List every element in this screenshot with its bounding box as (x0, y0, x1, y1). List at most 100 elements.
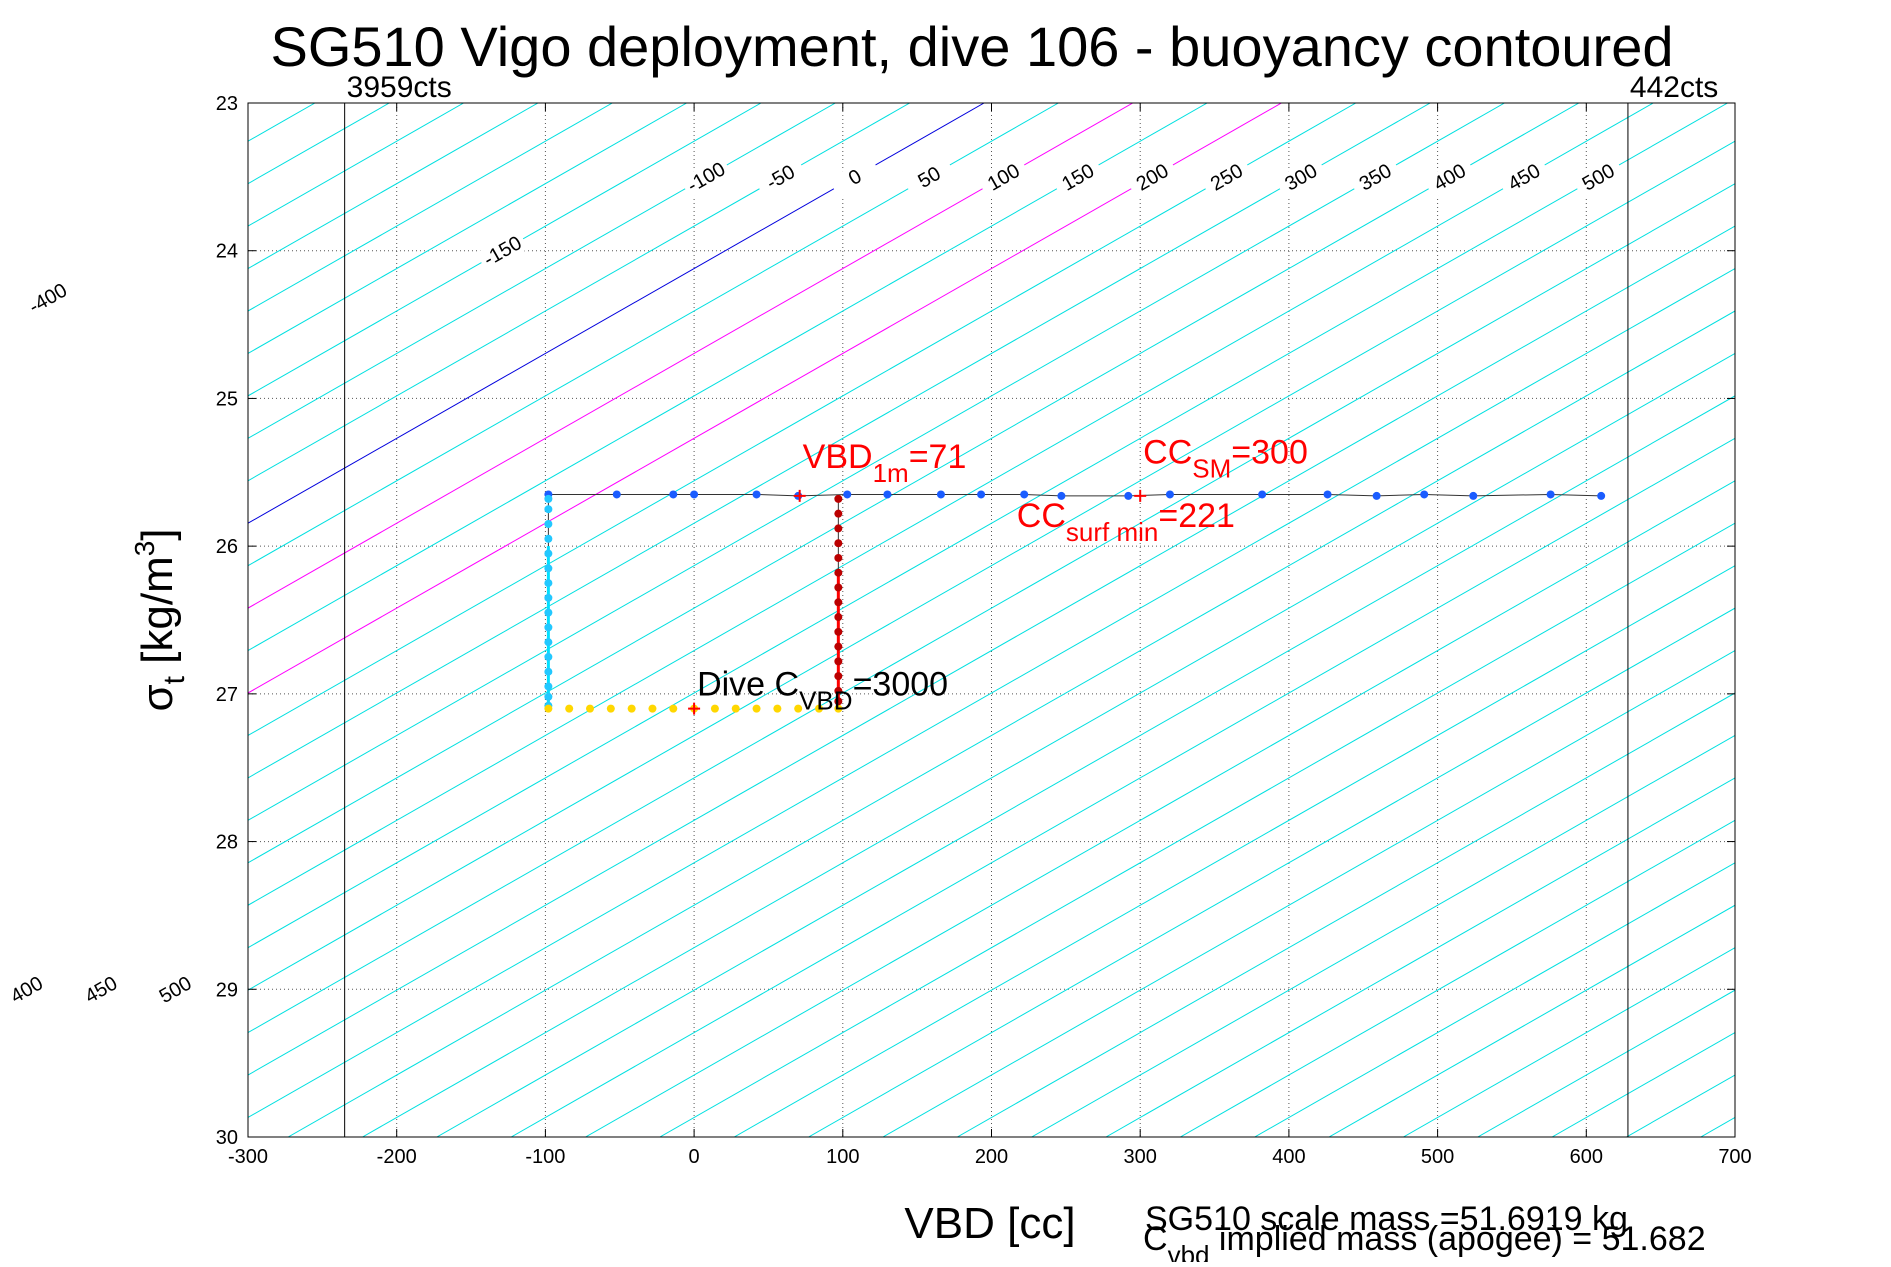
data-point (544, 608, 553, 617)
contour-line (1403, 947, 1735, 1137)
contour-line (248, 103, 1134, 609)
annotation-main: VBD (803, 438, 873, 476)
vbd-limit-label: 3959cts (347, 71, 452, 104)
contour-line (248, 103, 762, 397)
contour-label-bg (148, 967, 202, 1011)
contour-line (248, 103, 1505, 821)
data-point (1165, 490, 1174, 499)
data-point (606, 704, 615, 713)
data-point (544, 652, 553, 661)
contour-label-bg (1274, 155, 1328, 199)
data-point (1372, 491, 1381, 500)
annotation-sub: SM (1192, 453, 1231, 483)
footer-implied-tail: implied mass (apogee) = 51.682 (1209, 1220, 1705, 1258)
x-tick-label: 200 (975, 1146, 1008, 1168)
data-point (690, 490, 699, 499)
data-point (834, 627, 843, 636)
marker-plus (793, 489, 806, 502)
data-point (883, 490, 892, 499)
contour-line (248, 103, 836, 439)
series-layer (544, 489, 1606, 715)
y-tick-label: 23 (216, 93, 238, 115)
x-tick-label: 500 (1421, 1146, 1454, 1168)
contour-line (362, 352, 1735, 1137)
data-point (834, 539, 843, 548)
contour-line (882, 649, 1735, 1137)
x-tick-label: 700 (1718, 1146, 1751, 1168)
annotation-tail: =71 (909, 438, 967, 476)
data-point (834, 509, 843, 518)
x-tick-label: 600 (1570, 1146, 1603, 1168)
contour-label-bg (1051, 155, 1105, 199)
y-tick-label: 29 (216, 979, 238, 1001)
contour-line (1105, 777, 1735, 1137)
contour-line (1031, 734, 1735, 1137)
y-tick-label: 26 (216, 536, 238, 558)
annotation-sub: surf min (1066, 517, 1158, 547)
data-point (752, 490, 761, 499)
data-point (834, 672, 843, 681)
tick-layer: -300 -200 -100 0 100 200 300 400 500 600 700 23 24 25… (216, 93, 1752, 1168)
annotation-main: CC (1017, 497, 1066, 535)
annotation-main: Dive C (697, 665, 799, 703)
data-point (834, 686, 843, 695)
y-tick-label: 25 (216, 388, 238, 410)
data-point (1124, 491, 1133, 500)
x-tick-label: -200 (377, 1146, 417, 1168)
data-point (669, 490, 678, 499)
annotation-sub: 1m (873, 458, 909, 488)
contour-line (248, 103, 1728, 949)
annotation-vbd1m: VBD1m=71 (803, 438, 967, 488)
x-tick-label: -300 (228, 1146, 268, 1168)
data-point (1597, 491, 1606, 500)
data-point (815, 704, 824, 713)
contour-line (248, 103, 1357, 737)
data-point (1323, 490, 1332, 499)
contour-label-bg (754, 155, 807, 199)
x-tick-label: 0 (689, 1146, 700, 1168)
x-tick-label: 300 (1124, 1146, 1157, 1168)
data-point (834, 704, 843, 713)
data-point (544, 549, 553, 558)
data-point (544, 593, 553, 602)
contour-line (957, 692, 1735, 1137)
contour-line (248, 267, 1735, 1119)
annotation-tail: =221 (1158, 497, 1235, 535)
data-point (1420, 490, 1429, 499)
data-point (544, 579, 553, 588)
contour-label-bg (1348, 155, 1402, 199)
annotation-divecvbd: Dive CVBD=3000 (697, 665, 948, 715)
data-point (936, 490, 945, 499)
y-axis-label-unit-close: ] (133, 528, 182, 540)
contour-line (248, 103, 1059, 567)
data-point (773, 704, 782, 713)
y-axis-label: σt [kg/m3] (129, 528, 191, 711)
x-axis-label: VBD [cc] (904, 1199, 1075, 1248)
data-point (1258, 490, 1267, 499)
marker-plus (688, 702, 701, 715)
data-point (565, 704, 574, 713)
data-point (834, 568, 843, 577)
x-tick-label: -100 (525, 1146, 565, 1168)
annotation-sub: VBD (799, 685, 852, 715)
footer-implied-main: C (1143, 1220, 1168, 1258)
data-point (834, 583, 843, 592)
contour-line (248, 103, 1654, 906)
data-point (834, 613, 843, 622)
contour-line (248, 225, 1735, 1076)
data-point (544, 494, 553, 503)
data-point (544, 638, 553, 647)
contour-line (1328, 904, 1735, 1137)
contour-line (808, 607, 1735, 1137)
data-point (731, 704, 740, 713)
contour-label-bg (1423, 155, 1476, 199)
contour-label-bg (828, 155, 881, 199)
contour-label-bg (977, 155, 1030, 199)
annotation-tail: =300 (1231, 433, 1308, 471)
vbd-limit-label: 442cts (1630, 71, 1718, 104)
data-point (544, 505, 553, 514)
grid-layer (248, 103, 1735, 1137)
data-point (834, 598, 843, 607)
data-point (544, 692, 553, 701)
data-point (544, 682, 553, 691)
